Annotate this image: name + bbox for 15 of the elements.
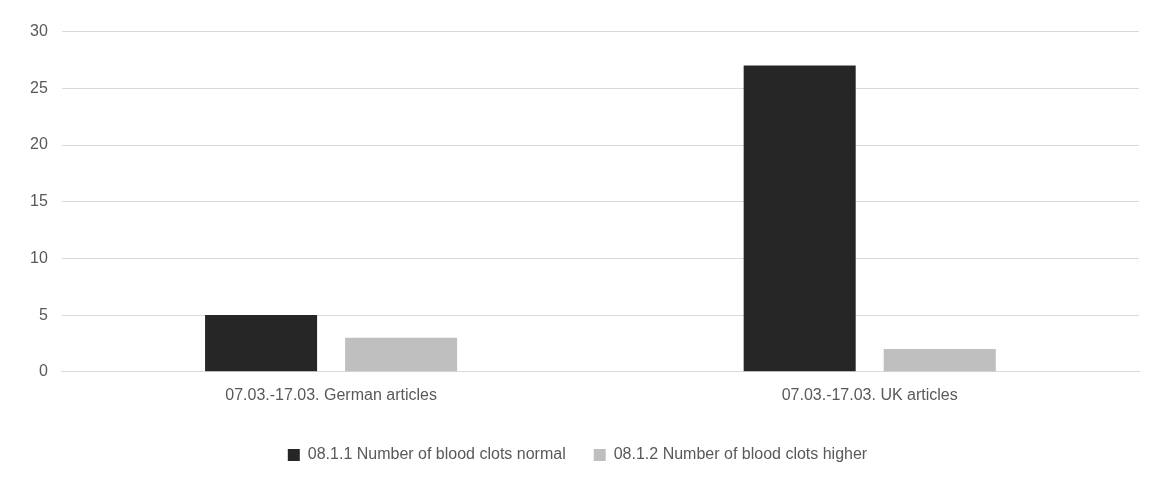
- legend-label: 08.1.1 Number of blood clots normal: [307, 445, 566, 463]
- bar: [743, 65, 856, 372]
- y-tick-label: 5: [38, 305, 48, 323]
- bar: [205, 315, 318, 372]
- bar: [883, 349, 996, 372]
- bar: [345, 337, 458, 372]
- x-tick-label: 07.03.-17.03. UK articles: [781, 385, 958, 403]
- y-tick-label: 10: [30, 248, 48, 266]
- y-tick-label: 0: [38, 362, 48, 380]
- y-tick-label: 15: [30, 192, 48, 210]
- y-tick-label: 30: [30, 22, 48, 40]
- x-tick-label: 07.03.-17.03. German articles: [225, 385, 437, 403]
- y-tick-label: 25: [30, 78, 48, 96]
- y-tick-label: 20: [30, 135, 48, 153]
- legend-label: 08.1.2 Number of blood clots higher: [613, 445, 868, 463]
